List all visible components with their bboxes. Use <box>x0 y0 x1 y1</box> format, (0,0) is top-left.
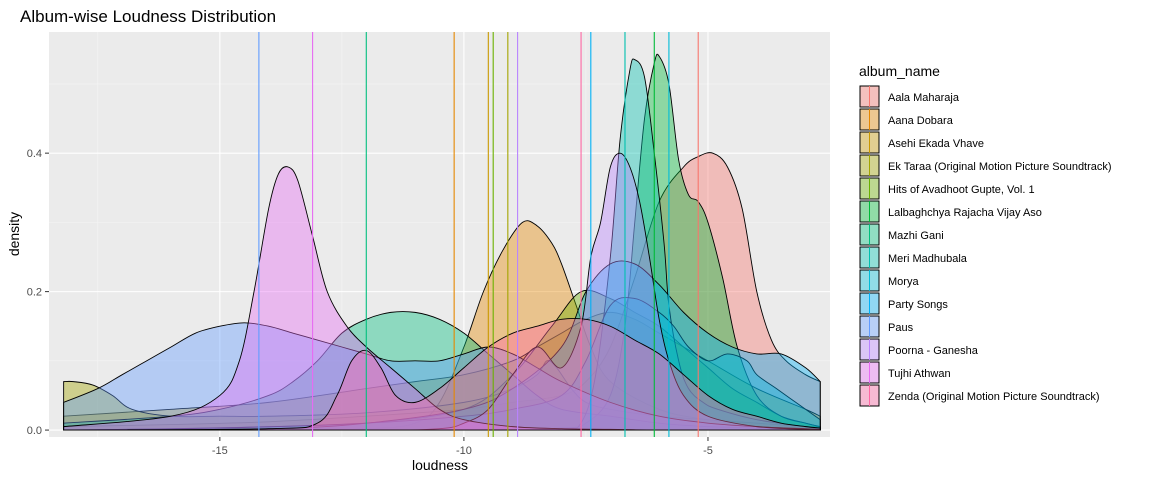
y-tick-label: 0.4 <box>27 148 42 160</box>
density-area-11 <box>63 152 821 431</box>
x-tick-label: -15 <box>212 445 228 457</box>
legend-label: Party Songs <box>888 299 948 311</box>
plot-panel <box>49 32 830 437</box>
chart-title: Album-wise Loudness Distribution <box>20 7 276 26</box>
density-areas <box>63 53 821 431</box>
legend-label: Asehi Ekada Vhave <box>888 138 984 150</box>
density-area-3 <box>63 360 821 431</box>
legend: album_name Aala Maharaja Aana Dobara Asehi… <box>859 63 1112 407</box>
legend-label: Hits of Avadhoot Gupte, Vol. 1 <box>888 184 1035 196</box>
legend-label: Lalbaghchya Rajacha Vijay Aso <box>888 207 1042 219</box>
legend-label: Zenda (Original Motion Picture Soundtrac… <box>888 391 1100 403</box>
mean-lines <box>258 32 699 437</box>
legend-title: album_name <box>859 63 940 79</box>
legend-label: Aala Maharaja <box>888 92 960 104</box>
legend-items: Aala Maharaja Aana Dobara Asehi Ekada Vhav… <box>859 85 1112 407</box>
density-area-2 <box>63 311 821 431</box>
density-area-8 <box>63 297 821 431</box>
density-area-5 <box>63 53 821 431</box>
density-area-10 <box>63 322 821 431</box>
legend-label: Ek Taraa (Original Motion Picture Soundt… <box>888 161 1112 173</box>
legend-label: Aana Dobara <box>888 115 954 127</box>
density-area-6 <box>63 311 821 431</box>
x-tick-label: -5 <box>703 445 713 457</box>
y-axis-label: density <box>6 212 22 256</box>
legend-label: Tujhi Athwan <box>888 368 951 380</box>
y-axis: 0.0 0.2 0.4 <box>27 148 49 437</box>
x-axis: -15 -10 -5 <box>212 437 713 457</box>
legend-label: Meri Madhubala <box>888 253 968 265</box>
y-tick-label: 0.2 <box>27 287 42 299</box>
y-tick-label: 0.0 <box>27 425 42 437</box>
legend-label: Poorna - Ganesha <box>888 345 979 357</box>
legend-label: Mazhi Gani <box>888 230 944 242</box>
legend-label: Morya <box>888 276 919 288</box>
legend-label: Paus <box>888 322 914 334</box>
x-axis-label: loudness <box>412 457 468 473</box>
x-tick-label: -10 <box>456 445 472 457</box>
